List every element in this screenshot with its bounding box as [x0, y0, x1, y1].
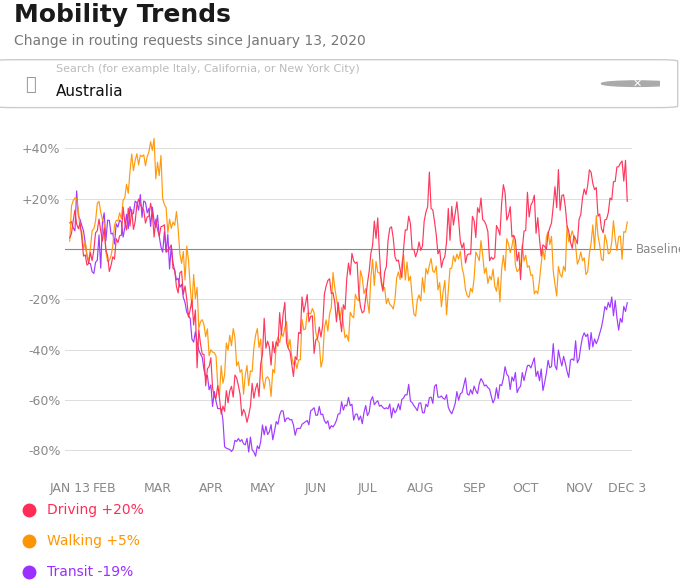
Text: Baseline: Baseline [636, 242, 680, 255]
FancyBboxPatch shape [0, 60, 678, 107]
Circle shape [602, 81, 673, 86]
Text: Search (for example Italy, California, or New York City): Search (for example Italy, California, o… [56, 63, 359, 74]
Text: ⌕: ⌕ [25, 76, 36, 94]
Text: Change in routing requests since January 13, 2020: Change in routing requests since January… [14, 33, 365, 48]
Text: Walking +5%: Walking +5% [47, 534, 140, 548]
Text: Driving +20%: Driving +20% [47, 503, 143, 517]
Text: Mobility Trends: Mobility Trends [14, 3, 231, 27]
Text: Australia: Australia [56, 83, 123, 99]
Text: Transit -19%: Transit -19% [47, 565, 133, 579]
Text: ✕: ✕ [632, 79, 642, 89]
